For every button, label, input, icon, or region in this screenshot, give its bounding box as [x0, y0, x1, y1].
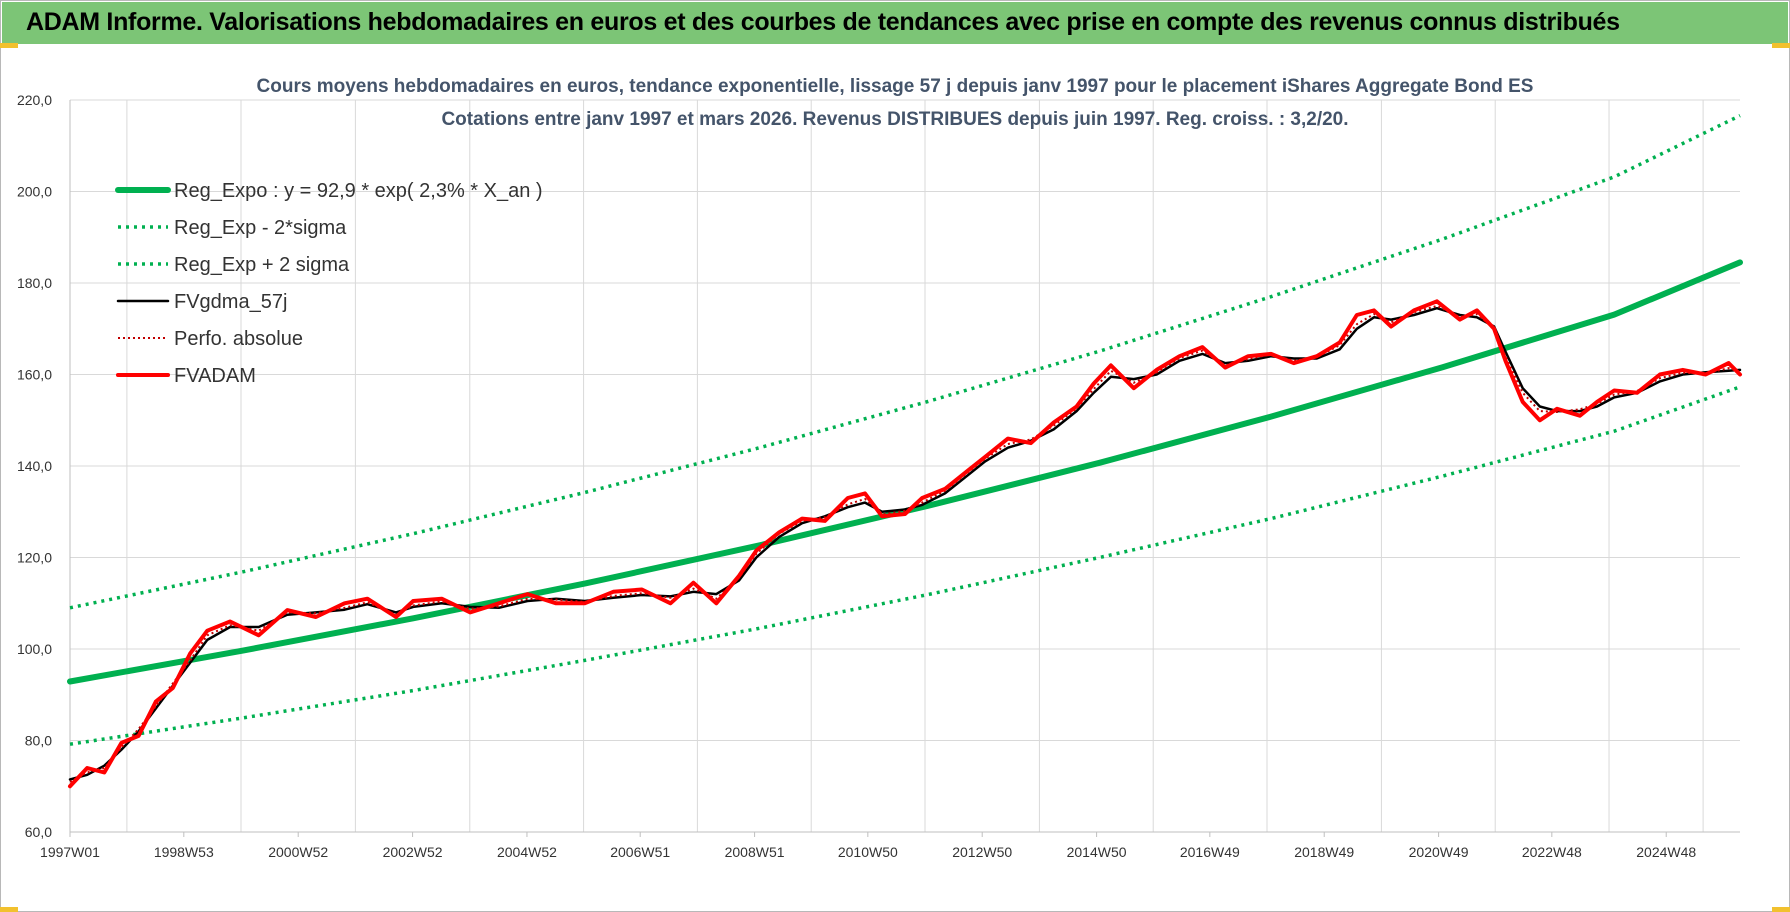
x-tick-label: 2000W52 — [268, 844, 328, 860]
x-tick-label: 2018W49 — [1294, 844, 1354, 860]
header-banner: ADAM Informe. Valorisations hebdomadaire… — [2, 2, 1788, 44]
y-tick-label: 120,0 — [17, 550, 52, 566]
gridlines — [70, 99, 1740, 833]
chart-title-line-1: Cours moyens hebdomadaires en euros, ten… — [257, 76, 1534, 97]
legend-label: Reg_Exp - 2*sigma — [174, 217, 347, 239]
y-tick-label: 200,0 — [17, 184, 52, 200]
legend-label: FVgdma_57j — [174, 291, 287, 313]
banner-title: ADAM Informe. Valorisations hebdomadaire… — [26, 8, 1620, 36]
x-tick-label: 2004W52 — [497, 844, 557, 860]
chart-title-line-2: Cotations entre janv 1997 et mars 2026. … — [441, 109, 1348, 130]
x-tick-label: 2020W49 — [1409, 844, 1469, 860]
corner-marker — [1772, 907, 1790, 912]
series-line-2 — [69, 114, 1741, 610]
axes: 60,0 80,0 100,0 120,0 140,0 160,0 180,0 200,0 22… — [17, 92, 1740, 860]
x-tick-label: 2012W50 — [952, 844, 1012, 860]
y-tick-label: 80,0 — [25, 733, 52, 749]
x-tick-label: 2008W51 — [725, 844, 785, 860]
corner-marker — [0, 907, 18, 912]
y-tick-label: 60,0 — [25, 824, 52, 840]
corner-marker — [1772, 43, 1790, 48]
legend-label: Reg_Expo : y = 92,9 * exp( 2,3% * X_an ) — [174, 180, 543, 202]
x-tick-label: 2010W50 — [838, 844, 898, 860]
x-tick-label: 1998W53 — [154, 844, 214, 860]
corner-marker — [0, 43, 18, 48]
x-tick-label: 2002W52 — [383, 844, 443, 860]
legend-label: Perfo. absolue — [174, 328, 303, 350]
y-tick-label: 220,0 — [17, 92, 52, 108]
series-line-3 — [68, 306, 1742, 781]
legend-label: Reg_Exp + 2 sigma — [174, 254, 350, 276]
series-line-4 — [69, 304, 1741, 783]
x-tick-label: 1997W01 — [40, 844, 100, 860]
x-tick-label: 2016W49 — [1180, 844, 1240, 860]
legend-label: FVADAM — [174, 365, 256, 387]
x-tick-label: 2022W48 — [1522, 844, 1582, 860]
y-tick-label: 180,0 — [17, 275, 52, 291]
y-tick-label: 100,0 — [17, 641, 52, 657]
y-tick-label: 140,0 — [17, 458, 52, 474]
legend: Reg_Expo : y = 92,9 * exp( 2,3% * X_an )… — [115, 180, 543, 387]
series-line-5 — [68, 299, 1742, 789]
y-tick-label: 160,0 — [17, 367, 52, 383]
series-lines — [67, 114, 1743, 789]
x-tick-label: 2014W50 — [1067, 844, 1127, 860]
x-tick-label: 2006W51 — [610, 844, 670, 860]
x-tick-label: 2024W48 — [1636, 844, 1696, 860]
series-line-1 — [69, 385, 1741, 746]
